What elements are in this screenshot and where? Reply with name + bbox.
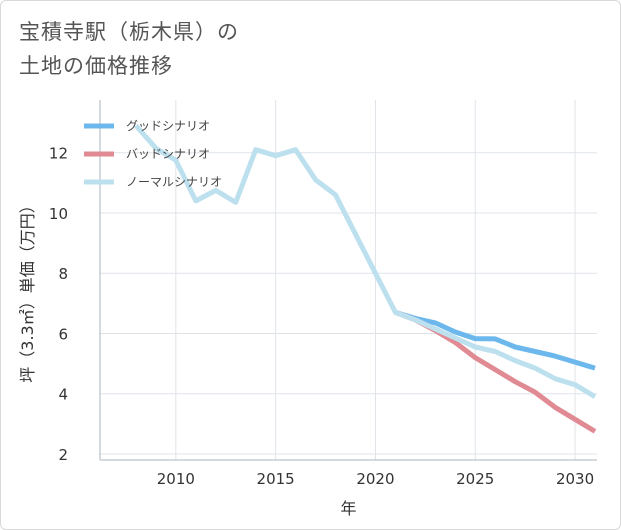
legend-item-good[interactable]: グッドシナリオ	[84, 119, 210, 133]
x-tick-label: 2015	[257, 470, 295, 488]
y-tick-label: 2	[58, 446, 68, 464]
axes	[99, 100, 597, 461]
y-tick-label: 12	[49, 145, 68, 163]
y-tick-label: 4	[58, 386, 68, 404]
x-tick-label: 2025	[456, 470, 494, 488]
x-tick-label: 2010	[157, 470, 195, 488]
y-tick-label: 8	[58, 265, 68, 283]
legend-label: グッドシナリオ	[126, 119, 210, 133]
chart-title-line1: 宝積寺駅（栃木県）の	[19, 20, 239, 44]
series-line-bad	[394, 310, 597, 434]
x-axis-label: 年	[340, 499, 356, 518]
series-line-normal	[134, 123, 597, 399]
legend-label: バッドシナリオ	[126, 147, 210, 161]
y-tick-label: 6	[58, 325, 68, 343]
x-tick-label: 2030	[556, 470, 594, 488]
chart-title-line2: 土地の価格推移	[19, 54, 173, 78]
legend-item-normal[interactable]: ノーマルシナリオ	[84, 175, 222, 189]
series-lines	[134, 123, 597, 434]
legend-item-bad[interactable]: バッドシナリオ	[84, 147, 210, 161]
tick-labels: 2010 2015 2020 2025 2030 2 4 6 8 10 12	[49, 145, 594, 488]
y-axis-label: 坪（3.3㎡）単価（万円）	[18, 197, 37, 382]
chart-title: 宝積寺駅（栃木県）の 土地の価格推移	[19, 15, 239, 83]
y-tick-label: 10	[49, 205, 68, 223]
x-tick-label: 2020	[356, 470, 394, 488]
series-line-good	[394, 310, 596, 371]
legend-label: ノーマルシナリオ	[126, 175, 222, 189]
grid	[100, 100, 597, 460]
